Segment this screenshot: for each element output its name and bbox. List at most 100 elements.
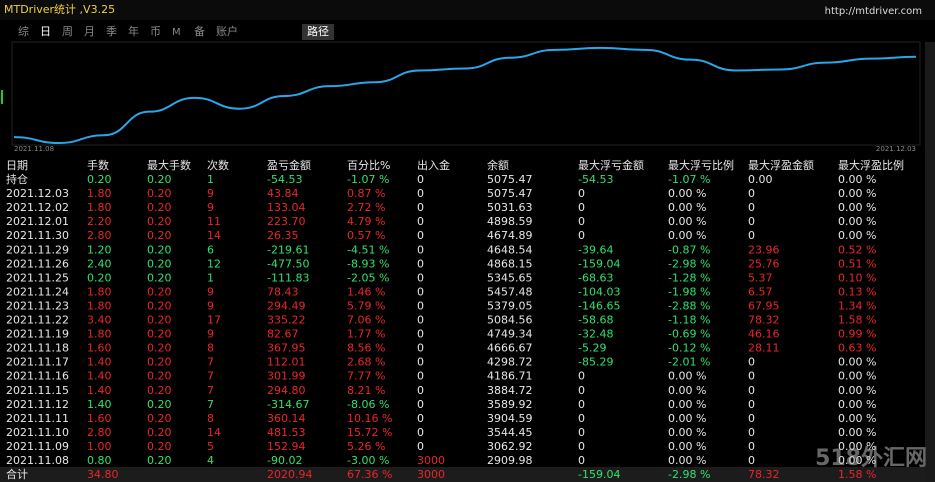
column-header: 余额 — [487, 158, 509, 172]
table-cell: 9 — [207, 201, 214, 214]
table-cell: 0.00 % — [838, 426, 876, 439]
table-cell: 4186.71 — [487, 370, 533, 383]
table-cell: 2020.94 — [267, 468, 313, 481]
table-cell: 0 — [417, 173, 424, 186]
tab[interactable]: 月 — [84, 25, 95, 38]
table-cell: 0 — [417, 440, 424, 453]
table-cell: 1.60 — [87, 412, 112, 425]
row-date: 2021.11.26 — [6, 257, 69, 270]
row-date: 2021.12.03 — [6, 187, 69, 200]
table-cell: 0.00 % — [838, 454, 876, 467]
table-cell: 5031.63 — [487, 201, 533, 214]
table-cell: 8 — [207, 342, 214, 355]
table-cell: 0.00 % — [838, 229, 876, 242]
tab[interactable]: 账户 — [216, 24, 238, 38]
tab[interactable]: 年 — [128, 24, 139, 38]
table-cell: 3000 — [417, 454, 445, 467]
table-cell: 1.80 — [87, 299, 112, 312]
table-cell: 2.68 % — [347, 356, 385, 369]
app-title: MTDriver统计 ,V3.25 — [4, 3, 115, 16]
table-cell: -159.04 — [578, 468, 620, 481]
table-cell: -1.07 % — [347, 173, 389, 186]
table-cell: -90.02 — [267, 454, 302, 467]
table-cell: 0.00 % — [668, 398, 706, 411]
table-cell: 0.20 — [147, 201, 172, 214]
table-cell: 1.00 — [87, 440, 112, 453]
table-cell: 0 — [417, 215, 424, 228]
row-date: 2021.11.24 — [6, 285, 69, 298]
table-cell: 0.10 % — [838, 271, 876, 284]
table-cell: 8.21 % — [347, 384, 385, 397]
table-cell: 1.58 % — [838, 314, 876, 327]
table-cell: 0 — [578, 398, 585, 411]
table-cell: 0 — [578, 440, 585, 453]
scrollbar — [925, 42, 935, 482]
tab[interactable]: 季 — [106, 25, 117, 38]
table-cell: 0 — [417, 426, 424, 439]
table-cell: 7 — [207, 356, 214, 369]
row-date: 合计 — [6, 467, 28, 481]
row-date: 2021.11.09 — [6, 440, 69, 453]
table-cell: 43.84 — [267, 187, 299, 200]
title-bar — [0, 0, 935, 20]
table-cell: 0 — [417, 201, 424, 214]
table-cell: 0 — [748, 187, 755, 200]
table-cell: 294.80 — [267, 384, 306, 397]
table-cell: 78.32 — [748, 468, 780, 481]
table-cell: -5.29 — [578, 342, 606, 355]
table-cell: 223.70 — [267, 215, 306, 228]
table-cell: -32.48 — [578, 328, 613, 341]
row-date: 2021.11.30 — [6, 229, 69, 242]
site-url[interactable]: http://mtdriver.com — [825, 6, 922, 17]
table-cell: 0 — [748, 398, 755, 411]
table-cell: 12 — [207, 257, 221, 270]
table-cell: 481.53 — [267, 426, 306, 439]
tab[interactable]: 路径 — [307, 25, 329, 38]
table-cell: -219.61 — [267, 243, 309, 256]
table-cell: 0 — [748, 215, 755, 228]
table-cell: 0.20 — [147, 215, 172, 228]
table-cell: 5 — [207, 440, 214, 453]
table-cell: 367.95 — [267, 342, 306, 355]
column-header: 次数 — [207, 158, 229, 172]
row-date: 2021.11.29 — [6, 243, 69, 256]
table-cell: 82.67 — [267, 328, 299, 341]
table-cell: 0.00 % — [668, 187, 706, 200]
column-header: 百分比% — [347, 159, 390, 172]
table-cell: 0.20 — [147, 314, 172, 327]
table-cell: -2.98 % — [668, 468, 710, 481]
table-cell: 0 — [578, 187, 585, 200]
table-cell: 0 — [417, 243, 424, 256]
table-cell: 0.00 % — [668, 440, 706, 453]
table-cell: 3904.59 — [487, 412, 533, 425]
table-cell: 0.99 % — [838, 328, 876, 341]
table-cell: 4298.72 — [487, 356, 533, 369]
table-cell: -39.64 — [578, 243, 613, 256]
table-cell: 4648.54 — [487, 243, 533, 256]
tab[interactable]: 币 — [150, 25, 161, 38]
table-cell: 0 — [417, 342, 424, 355]
tab[interactable]: 备 — [194, 24, 205, 38]
tab[interactable]: 周 — [62, 25, 73, 38]
row-date: 2021.11.08 — [6, 454, 69, 467]
total-row-bg — [0, 467, 925, 482]
table-cell: -2.88 % — [668, 299, 710, 312]
tab[interactable]: 日 — [40, 25, 51, 38]
row-date: 2021.11.10 — [6, 426, 69, 439]
table-cell: 5.79 % — [347, 299, 385, 312]
table-cell: -0.87 % — [668, 243, 710, 256]
table-cell: -111.83 — [267, 271, 309, 284]
table-cell: 0.00 % — [838, 173, 876, 186]
table-cell: 0.00 % — [838, 370, 876, 383]
table-cell: 5.26 % — [347, 440, 385, 453]
tab[interactable]: M — [172, 27, 181, 38]
tab[interactable]: 综 — [18, 24, 29, 38]
table-cell: 67.36 % — [347, 468, 392, 481]
balance-line — [13, 46, 917, 145]
table-cell: 46.16 — [748, 328, 780, 341]
table-cell: 0.20 — [147, 243, 172, 256]
table-cell: -4.51 % — [347, 243, 389, 256]
table-cell: 0.20 — [147, 342, 172, 355]
table-cell: 1.80 — [87, 187, 112, 200]
